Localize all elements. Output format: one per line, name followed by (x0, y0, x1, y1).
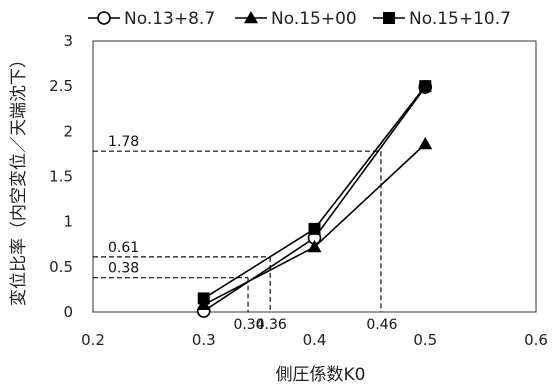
legend: No.13+8.7 No.15+00 No.15+10.7 (88, 9, 511, 29)
legend-point (97, 11, 111, 25)
x-axis: 0.2 0.3 0.4 0.5 0.6 (81, 331, 548, 349)
legend-entry: No.15+10.7 (373, 9, 511, 29)
series-2-point (418, 136, 433, 150)
reference-y-label: 1.78 (108, 134, 139, 150)
series-2-point (307, 239, 322, 253)
series-line (203, 85, 426, 300)
series-layer (196, 80, 433, 318)
legend-label: No.13+8.7 (124, 9, 215, 29)
y-tick-label: 3 (63, 32, 73, 50)
series-3-point (308, 222, 321, 235)
legend-entry: No.15+00 (235, 9, 357, 29)
y-tick-label: 1.5 (49, 168, 73, 186)
y-tick-label: 2.5 (49, 77, 73, 95)
reference-x-label: 0.36 (256, 317, 287, 333)
reference-y-label: 0.38 (108, 261, 139, 277)
series-1 (196, 80, 433, 318)
x-tick-label: 0.6 (524, 331, 548, 349)
legend-point (244, 11, 258, 24)
y-tick-label: 2 (63, 122, 73, 140)
reference-x-label: 0.46 (366, 317, 397, 333)
x-tick-label: 0.3 (192, 331, 216, 349)
plot-area (92, 40, 537, 313)
x-tick-label: 0.5 (413, 331, 437, 349)
series-3 (197, 80, 432, 305)
x-axis-title: 側圧係数K0 (276, 365, 366, 385)
legend-point (383, 12, 395, 24)
legend-label: No.15+10.7 (409, 9, 511, 29)
y-axis-title: 変位比率（内空変位／天端沈下） (9, 51, 29, 306)
x-tick-label: 0.4 (303, 331, 327, 349)
y-tick-label: 0 (63, 303, 73, 321)
y-tick-label: 1 (63, 213, 73, 231)
y-tick-label: 0.5 (49, 258, 73, 276)
reference-y-label: 0.61 (108, 240, 139, 256)
x-tick-label: 0.2 (81, 331, 105, 349)
series-3-point (419, 80, 432, 93)
reference-x-label: 0.34 (233, 317, 264, 333)
legend-label: No.15+00 (271, 9, 357, 29)
series-2 (196, 136, 433, 311)
y-axis: 0 0.5 1 1.5 2 2.5 3 (49, 32, 73, 321)
series-3-point (197, 292, 210, 305)
legend-entry: No.13+8.7 (88, 9, 215, 29)
reference-lines: 0.38 0.34 0.61 0.36 1.78 0.46 (93, 134, 398, 333)
